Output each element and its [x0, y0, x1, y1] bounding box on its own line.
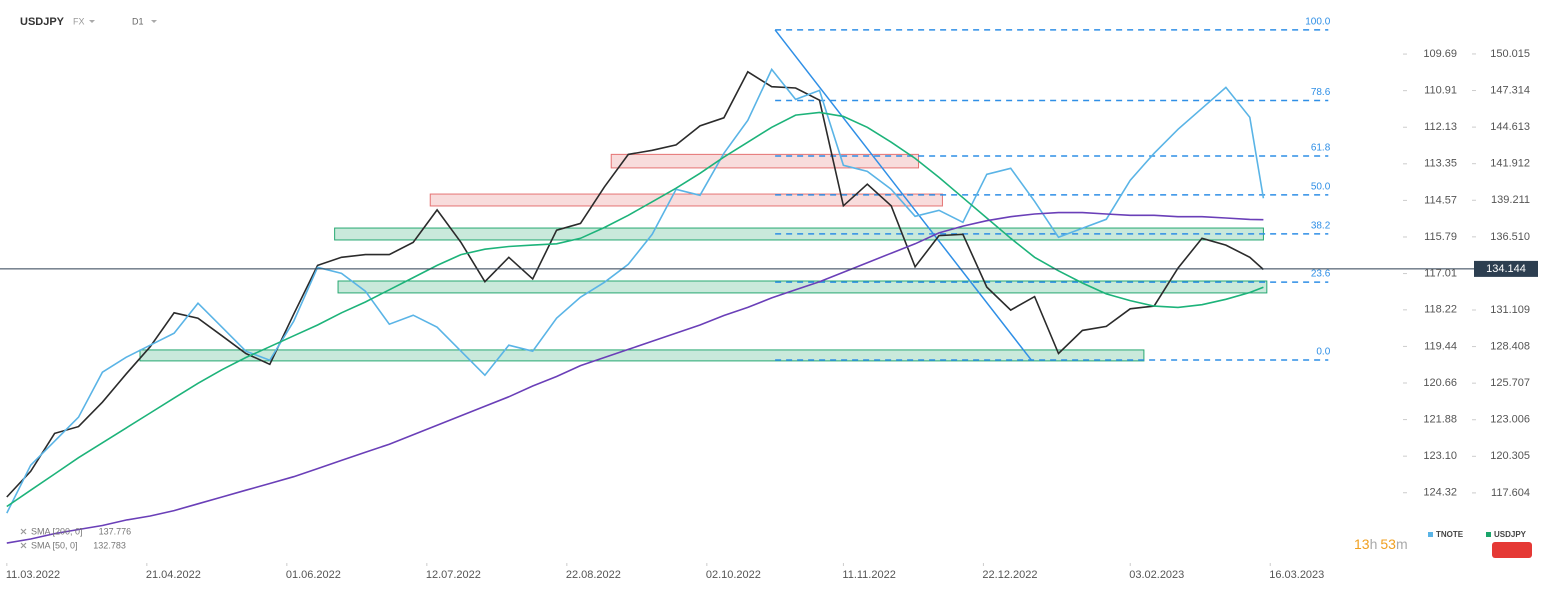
remove-icon [20, 542, 27, 549]
sma-legend: SMA [50, 0] 132.783 [20, 540, 126, 550]
y-tick-label: 123.006 [1490, 414, 1530, 426]
y-tick-label: 120.305 [1490, 450, 1530, 462]
fib-label: 0.0 [1316, 347, 1330, 358]
chart-title: USDJPY [20, 16, 65, 28]
sma-legend-value: 137.776 [99, 526, 132, 536]
legend-swatch [1486, 532, 1491, 537]
x-tick-label: 11.03.2022 [6, 569, 60, 581]
y-tick-label: 147.314 [1490, 84, 1530, 96]
y2-tick-label: 113.35 [1424, 158, 1457, 170]
sma-legend-value: 132.783 [93, 540, 126, 550]
y2-tick-label: 109.69 [1423, 48, 1457, 60]
series-line [6, 67, 1265, 514]
y2-tick-label: 118.22 [1424, 304, 1457, 316]
legend-swatch [1428, 532, 1433, 537]
x-tick-label: 22.12.2022 [982, 569, 1037, 581]
y2-tick-label: 112.13 [1424, 121, 1457, 133]
y-tick-label: 144.613 [1490, 121, 1530, 133]
x-tick-label: 22.08.2022 [566, 569, 621, 581]
y-tick-label: 117.604 [1491, 487, 1530, 499]
fib-label: 78.6 [1311, 87, 1331, 98]
x-tick-label: 02.10.2022 [706, 569, 761, 581]
fib-label: 38.2 [1311, 221, 1331, 232]
y-tick-label: 150.015 [1490, 48, 1530, 60]
timer: 13h 53m [1354, 536, 1408, 552]
zone [139, 349, 1145, 362]
dropdown-icon[interactable] [151, 20, 157, 23]
y2-tick-label: 114.57 [1424, 194, 1457, 206]
price-label: 134.144 [1486, 263, 1526, 275]
y-tick-label: 125.707 [1490, 377, 1530, 389]
fib-label: 50.0 [1311, 182, 1331, 193]
x-tick-label: 21.04.2022 [146, 569, 201, 581]
fib-label: 61.8 [1311, 143, 1331, 154]
y-tick-label: 141.912 [1490, 158, 1530, 170]
dropdown-icon[interactable] [89, 20, 95, 23]
y2-tick-label: 120.66 [1423, 377, 1457, 389]
x-tick-label: 12.07.2022 [426, 569, 481, 581]
y-tick-label: 139.211 [1491, 194, 1530, 206]
trend-line [774, 29, 1032, 361]
price-tag [1474, 260, 1538, 277]
fib-label: 23.6 [1311, 269, 1331, 280]
x-tick-label: 01.06.2022 [286, 569, 341, 581]
remove-icon [20, 528, 27, 535]
y2-tick-label: 117.01 [1424, 267, 1457, 279]
y2-tick-label: 121.88 [1423, 413, 1457, 425]
y2-tick-label: 110.91 [1424, 85, 1457, 97]
sma-legend-name: SMA [50, 0] [31, 540, 78, 550]
sma-legend-name: SMA [200, 0] [31, 526, 83, 536]
series-line [6, 111, 1264, 508]
action-button[interactable] [1492, 542, 1532, 558]
y2-tick-label: 123.10 [1423, 450, 1457, 462]
series-line [6, 70, 1264, 498]
y2-tick-label: 119.44 [1424, 340, 1457, 352]
zone [429, 193, 943, 207]
y-tick-label: 128.408 [1490, 340, 1530, 352]
sma-legend: SMA [200, 0] 137.776 [20, 526, 132, 536]
series-line [6, 211, 1264, 544]
legend-label: USDJPY [1494, 530, 1527, 539]
x-tick-label: 03.02.2023 [1129, 569, 1184, 581]
y2-tick-label: 124.32 [1423, 487, 1457, 499]
x-tick-label: 16.03.2023 [1269, 569, 1324, 581]
interval[interactable]: D1 [132, 16, 144, 26]
y-tick-label: 131.109 [1490, 304, 1530, 316]
x-tick-label: 11.11.2022 [842, 569, 895, 581]
market[interactable]: FX [73, 16, 85, 26]
legend-label: TNOTE [1436, 530, 1464, 539]
y2-tick-label: 115.79 [1424, 231, 1457, 243]
y-tick-label: 136.510 [1490, 231, 1530, 243]
fib-label: 100.0 [1305, 17, 1330, 28]
